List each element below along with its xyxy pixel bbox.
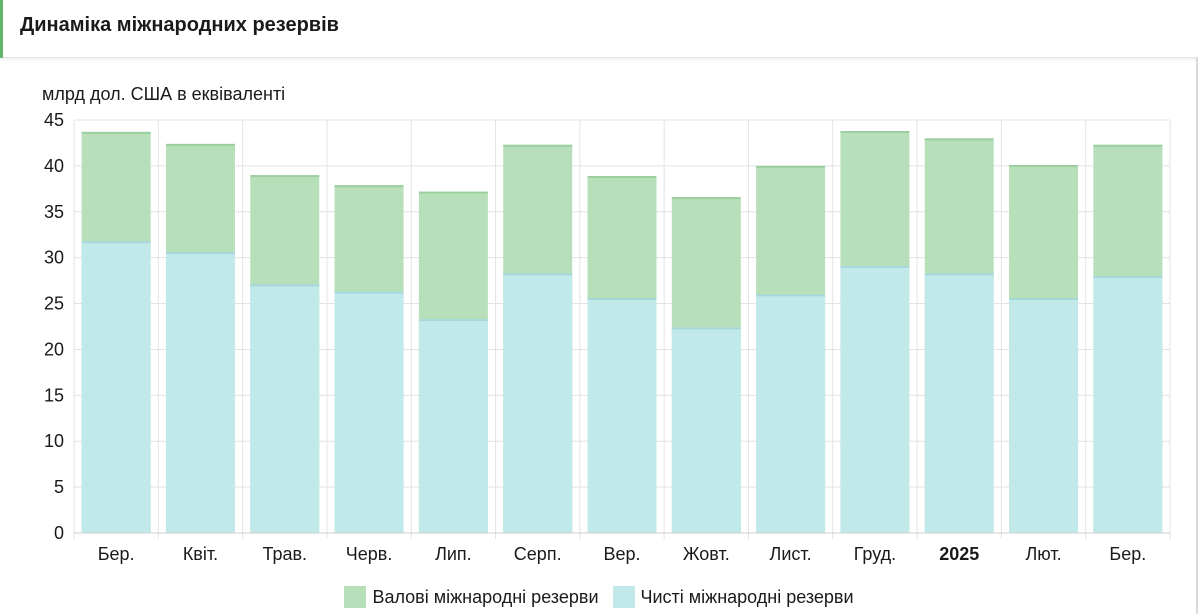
x-tick-label: Серп.	[514, 544, 562, 564]
x-tick-label: Лип.	[435, 544, 472, 564]
bar-net[interactable]	[81, 241, 151, 533]
bar-net[interactable]	[503, 273, 573, 533]
bar-net[interactable]	[756, 294, 826, 533]
bar-net[interactable]	[165, 252, 235, 533]
bar-net[interactable]	[671, 327, 741, 533]
y-tick-label: 25	[44, 294, 64, 314]
y-tick-label: 5	[54, 477, 64, 497]
x-tick-label: Вер.	[603, 544, 640, 564]
x-tick-label: Лист.	[770, 544, 812, 564]
x-tick-label: Черв.	[346, 544, 393, 564]
bar-net[interactable]	[1093, 276, 1163, 533]
x-tick-label: Лют.	[1025, 544, 1061, 564]
y-tick-label: 20	[44, 339, 64, 359]
y-tick-label: 15	[44, 385, 64, 405]
y-axis-label: млрд дол. США в еквіваленті	[42, 84, 286, 104]
panel-header: Динаміка міжнародних резервів	[0, 0, 1198, 58]
y-tick-label: 0	[54, 523, 64, 543]
panel-title: Динаміка міжнародних резервів	[20, 14, 339, 36]
x-tick-label: Бер.	[98, 544, 135, 564]
panel-border	[1196, 58, 1198, 614]
x-tick-label: Бер.	[1109, 544, 1146, 564]
legend-swatch-gross	[344, 586, 367, 608]
legend-item-net[interactable]: Чисті міжнародні резерви	[612, 586, 854, 608]
legend: Валові міжнародні резерви Чисті міжнарод…	[0, 582, 1198, 612]
y-tick-label: 30	[44, 248, 64, 268]
bar-net[interactable]	[1009, 298, 1079, 533]
legend-swatch-net	[612, 586, 635, 608]
bar-net[interactable]	[924, 273, 994, 533]
legend-label-net: Чисті міжнародні резерви	[640, 586, 854, 607]
bar-net[interactable]	[250, 284, 320, 533]
y-tick-label: 35	[44, 202, 64, 222]
x-tick-label: Груд.	[854, 544, 896, 564]
legend-item-gross[interactable]: Валові міжнародні резерви	[344, 586, 599, 608]
y-tick-label: 45	[44, 110, 64, 130]
x-tick-label: Жовт.	[683, 544, 730, 564]
accent-bar	[0, 0, 3, 58]
bar-net[interactable]	[840, 265, 910, 533]
x-tick-label: Квіт.	[183, 544, 218, 564]
bar-net[interactable]	[587, 298, 657, 533]
bars-layer	[81, 131, 1163, 534]
y-tick-label: 40	[44, 156, 64, 176]
x-tick-label: 2025	[939, 544, 979, 564]
bar-net[interactable]	[334, 291, 404, 533]
y-tick-label: 10	[44, 431, 64, 451]
bar-net[interactable]	[418, 319, 488, 533]
legend-label-gross: Валові міжнародні резерви	[372, 586, 599, 607]
x-tick-label: Трав.	[262, 544, 307, 564]
